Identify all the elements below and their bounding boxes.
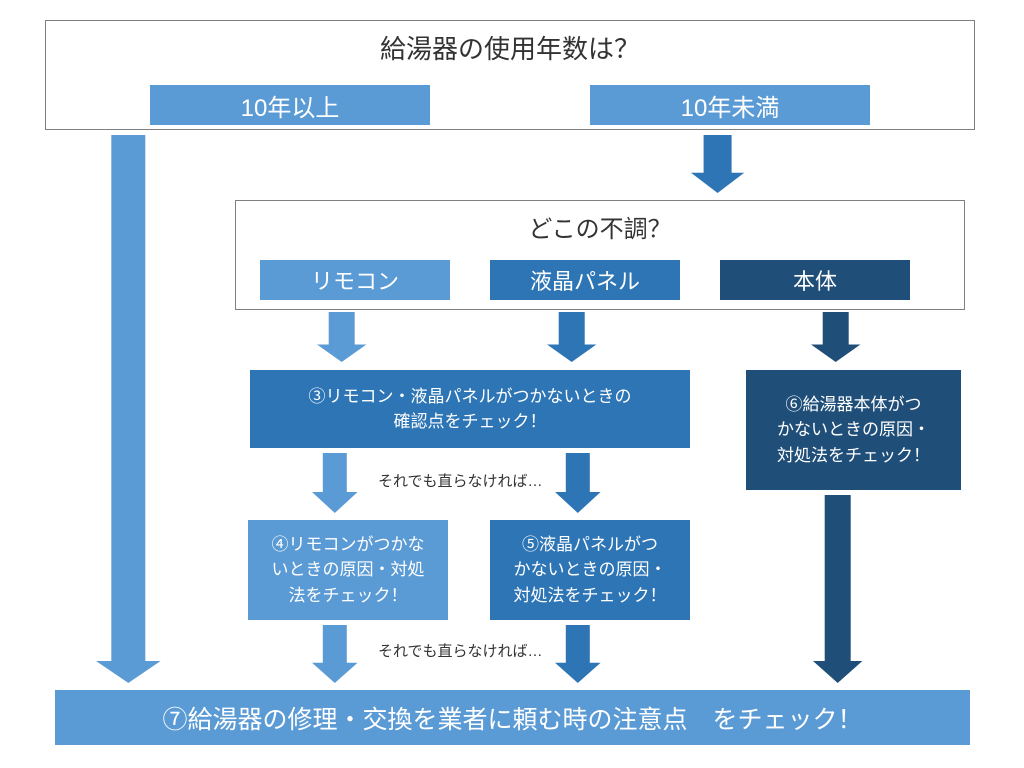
q2-opt-body-label: 本体 bbox=[793, 264, 837, 296]
step4-down-arrow-icon bbox=[312, 625, 358, 683]
midlabel1: それでも直らなければ… bbox=[378, 470, 543, 491]
step7-box: ⑦給湯器の修理・交換を業者に頼む時の注意点 をチェック！ bbox=[55, 690, 970, 745]
step6-down-arrow-icon bbox=[813, 495, 862, 683]
q1-opt-under10-label: 10年未満 bbox=[681, 88, 780, 123]
step6-text: ⑥給湯器本体がつ かないときの原因・ 対処法をチェック！ bbox=[777, 392, 930, 469]
step7-text: ⑦給湯器の修理・交換を業者に頼む時の注意点 をチェック！ bbox=[162, 700, 862, 736]
midlabel2: それでも直らなければ… bbox=[378, 640, 543, 661]
step3-box: ③リモコン・液晶パネルがつかないときの 確認点をチェック！ bbox=[250, 370, 690, 448]
q2-title: どこの不調？ bbox=[528, 209, 671, 244]
q2-opt-body: 本体 bbox=[720, 260, 910, 300]
q1-opt-under10: 10年未満 bbox=[590, 85, 870, 125]
q2-opt-lcd: 液晶パネル bbox=[490, 260, 680, 300]
q2-opt-remote-label: リモコン bbox=[311, 264, 399, 296]
q1-opt-over10: 10年以上 bbox=[150, 85, 430, 125]
step5-down-arrow-icon bbox=[555, 625, 601, 683]
q2-opt-remote: リモコン bbox=[260, 260, 450, 300]
q1-title: 給湯器の使用年数は？ bbox=[380, 29, 640, 66]
step6-box: ⑥給湯器本体がつ かないときの原因・ 対処法をチェック！ bbox=[746, 370, 961, 490]
long-over10-down-arrow-icon bbox=[96, 135, 161, 683]
q2-lcd-down-arrow-icon bbox=[547, 312, 596, 362]
q1-opt-over10-label: 10年以上 bbox=[241, 88, 340, 123]
step5-box: ⑤液晶パネルがつ かないときの原因・ 対処法をチェック！ bbox=[490, 520, 690, 620]
step5-text: ⑤液晶パネルがつ かないときの原因・ 対処法をチェック！ bbox=[514, 532, 667, 609]
step3-text: ③リモコン・液晶パネルがつかないときの 確認点をチェック！ bbox=[309, 384, 632, 435]
q2-remote-down-arrow-icon bbox=[317, 312, 366, 362]
q2-body-down-arrow-icon bbox=[811, 312, 860, 362]
step3-to-step5-arrow-icon bbox=[555, 453, 601, 513]
q1-under10-to-q2-arrow-icon bbox=[691, 135, 744, 193]
step3-to-step4-arrow-icon bbox=[312, 453, 358, 513]
step4-text: ④リモコンがつかな いときの原因・対処 法をチェック！ bbox=[272, 532, 425, 609]
step4-box: ④リモコンがつかな いときの原因・対処 法をチェック！ bbox=[248, 520, 448, 620]
q2-opt-lcd-label: 液晶パネル bbox=[530, 264, 640, 296]
